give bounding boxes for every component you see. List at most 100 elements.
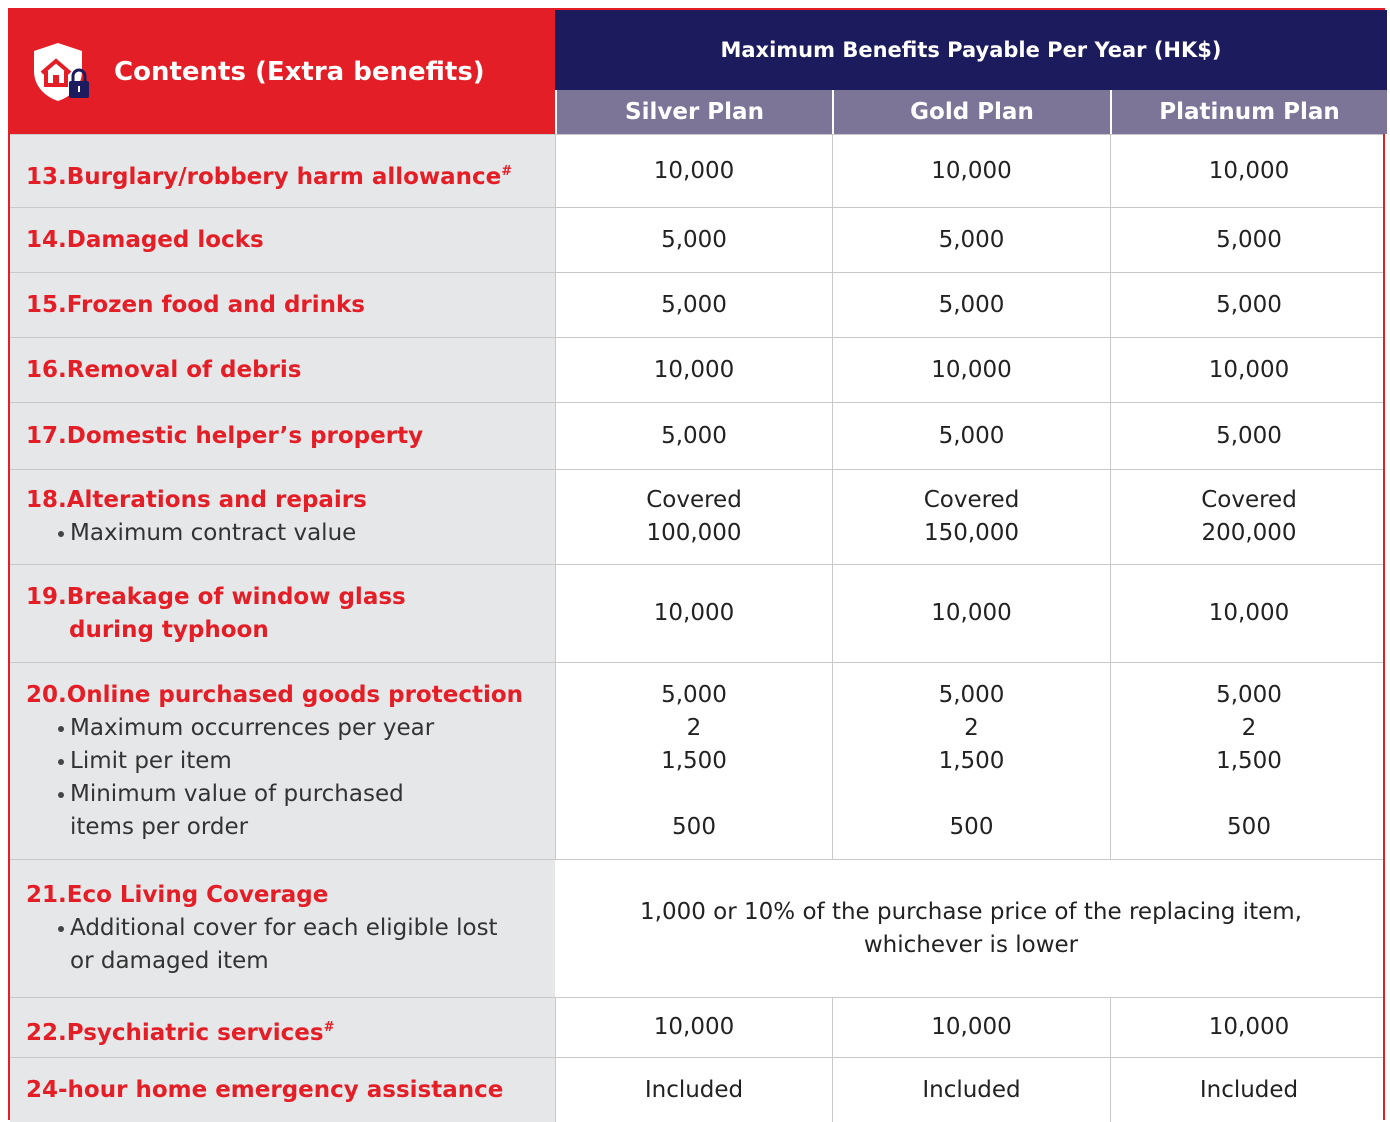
caption: Maximum Benefits Payable Per Year (HK$) — [555, 10, 1387, 90]
footnote-mark: # — [323, 1020, 335, 1035]
table-row: 19.Breakage of window glass during typhoo… — [10, 564, 1383, 662]
value-cell: Included — [1110, 1058, 1387, 1122]
label-text: 15.Frozen food and drinks — [26, 291, 365, 318]
label-text: 22.Psychiatric services — [26, 1020, 324, 1046]
value: 10,000 — [653, 356, 735, 383]
table-header: Contents (Extra benefits) Maximum Benefi… — [10, 10, 1387, 134]
value: 10,000 — [931, 157, 1012, 184]
value-cell: Included — [832, 1058, 1110, 1122]
value-cell: 5,000 — [555, 208, 832, 272]
value-block: 500 — [1111, 778, 1387, 844]
value-block: Covered — [833, 484, 1110, 517]
label-text: 18.Alterations and repairs — [26, 487, 367, 513]
table-row: 14.Damaged locks 5,000 5,000 5,000 — [10, 207, 1383, 272]
label-line: 22.Psychiatric services# — [26, 1011, 555, 1046]
value-cell: 10,000 — [832, 135, 1110, 207]
value: 5,000 — [938, 226, 1005, 253]
value: 5,000 — [1216, 681, 1282, 708]
value: 1,500 — [661, 747, 727, 774]
value: 10,000 — [653, 600, 735, 626]
value-block: 5,000 — [556, 679, 832, 712]
sub-item: Minimum value of purchased items per orde… — [26, 778, 555, 844]
footnote-mark: # — [501, 163, 513, 179]
bullet — [58, 725, 64, 732]
label-line: 24-hour home emergency assistance — [26, 1074, 555, 1107]
value-cell: 5,000 2 1,500 500 — [832, 663, 1110, 859]
value-cell: 10,000 — [832, 998, 1110, 1057]
table-row: 21.Eco Living Coverage Additional cover f… — [10, 859, 1383, 997]
benefit-cell: 13.Burglary/robbery harm allowance# — [10, 135, 555, 207]
benefit-label: 15.Frozen food and drinks — [26, 289, 555, 322]
value-cell: Covered 200,000 — [1110, 470, 1387, 564]
table-row: 18.Alterations and repairs Maximum contra… — [10, 469, 1383, 564]
value: 10,000 — [653, 1014, 735, 1040]
benefit-cell: 17.Domestic helper’s property — [10, 403, 555, 469]
label-line: 18.Alterations and repairs — [26, 484, 555, 517]
value: 5,000 — [661, 422, 727, 449]
value-block: 150,000 — [833, 517, 1110, 550]
value: 10,000 — [931, 356, 1012, 383]
value: 10,000 — [931, 1014, 1012, 1040]
shield-icon — [34, 43, 89, 101]
value-cell: 5,000 — [1110, 273, 1387, 337]
label-text: 16.Removal of debris — [26, 356, 302, 383]
item-line: Maximum contract value — [70, 520, 357, 546]
value-cell: 10,000 — [1110, 135, 1387, 207]
benefit-cell: 24-hour home emergency assistance — [10, 1058, 555, 1122]
value-cell: 10,000 — [555, 565, 832, 662]
value: 150,000 — [923, 520, 1020, 546]
benefit-cell: 18.Alterations and repairs Maximum contra… — [10, 470, 555, 564]
label-line: 19.Breakage of window glass — [26, 581, 555, 614]
value-block: 2 — [833, 712, 1110, 745]
value: Covered — [646, 487, 742, 513]
value: 5,000 — [1216, 291, 1282, 318]
label-line: during typhoon — [26, 614, 555, 647]
value-line: whichever is lower — [863, 931, 1079, 958]
value-cell: Included — [555, 1058, 832, 1122]
value: 5,000 — [661, 226, 727, 253]
benefit-label: 14.Damaged locks — [26, 224, 555, 257]
benefit-label: 13.Burglary/robbery harm allowance# — [26, 155, 555, 190]
title: Contents (Extra benefits) — [114, 57, 485, 87]
benefit-label: 21.Eco Living Coverage — [26, 879, 555, 912]
value: Included — [644, 1076, 744, 1103]
table-row: 22.Psychiatric services# 10,000 10,000 10,0… — [10, 997, 1383, 1057]
table-row: 17.Domestic helper’s property 5,000 5,000 5… — [10, 402, 1383, 469]
value: 10,000 — [931, 600, 1012, 626]
value: 2 — [686, 714, 702, 741]
sub-item: Limit per item — [26, 745, 555, 778]
label-line: 21.Eco Living Coverage — [26, 879, 555, 912]
value-block: 500 — [833, 778, 1110, 844]
value: 10,000 — [1208, 356, 1290, 383]
value: 5,000 — [938, 422, 1005, 449]
value: 500 — [949, 813, 994, 840]
value-cell: 5,000 — [555, 273, 832, 337]
value: 1,500 — [938, 747, 1005, 774]
value-cell: 10,000 — [1110, 998, 1387, 1057]
benefit-label: 22.Psychiatric services# — [26, 1011, 555, 1046]
value-block: 2 — [556, 712, 832, 745]
label-text: 13.Burglary/robbery harm allowance — [26, 163, 502, 190]
value-cell: 10,000 — [832, 565, 1110, 662]
value: Covered — [1201, 487, 1297, 513]
value-block: 1,500 — [833, 745, 1110, 778]
value-cell: 10,000 — [555, 998, 832, 1057]
plan-name: Gold Plan — [832, 90, 1110, 134]
benefit-cell: 14.Damaged locks — [10, 208, 555, 272]
value-cell: 5,000 — [832, 273, 1110, 337]
benefit-label: 16.Removal of debris — [26, 354, 555, 387]
item-line: items per order — [70, 813, 249, 840]
bullet — [58, 926, 64, 932]
label-text: 20.Online purchased goods protection — [26, 681, 524, 708]
benefit-label: 24-hour home emergency assistance — [26, 1074, 555, 1107]
value-cell: 10,000 — [832, 338, 1110, 402]
item-line: Maximum occurrences per year — [70, 714, 435, 741]
value-cell: 10,000 — [555, 338, 832, 402]
sub-item: Maximum occurrences per year — [26, 712, 555, 745]
title-cell: Contents (Extra benefits) — [10, 10, 555, 134]
label-line: 16.Removal of debris — [26, 354, 555, 387]
bullet — [58, 758, 64, 765]
value-block: Covered — [556, 484, 832, 517]
value: 5,000 — [1216, 422, 1282, 449]
